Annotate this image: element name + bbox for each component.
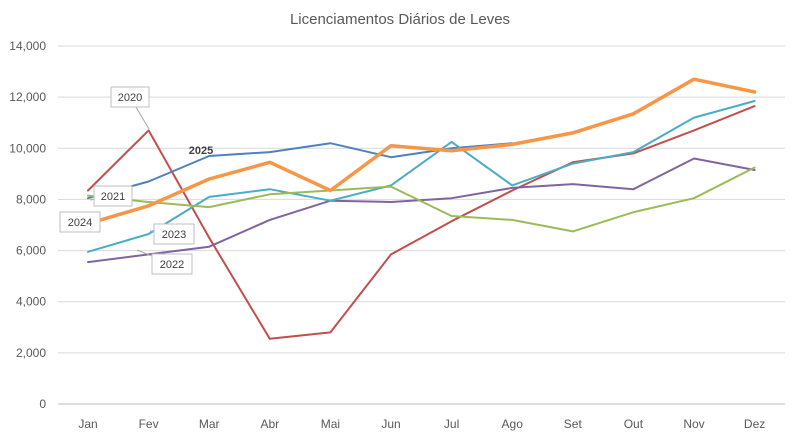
callout-label: 2021 bbox=[101, 191, 125, 203]
x-tick-label: Abr bbox=[260, 417, 279, 431]
callout-label: 2024 bbox=[68, 217, 92, 229]
series-line-2024 bbox=[87, 166, 756, 233]
x-tick-label: Fev bbox=[139, 417, 159, 431]
callout-2022: 2022 bbox=[136, 249, 193, 275]
x-tick-label: Out bbox=[624, 417, 644, 431]
callout-label: 2023 bbox=[162, 229, 186, 241]
x-tick-label: Mai bbox=[321, 417, 340, 431]
series-line-2020 bbox=[87, 105, 756, 340]
chart-title: Licenciamentos Diários de Leves bbox=[290, 11, 510, 28]
series-line-2025 bbox=[86, 77, 757, 226]
callout-box bbox=[93, 185, 133, 207]
callout-box bbox=[59, 211, 101, 233]
x-tick-label: Jan bbox=[78, 417, 97, 431]
x-axis-tick-labels: Jan Fev Mar Abr Mai Jun Jul Ago Set Out Nov Dez bbox=[78, 417, 765, 431]
callout-box bbox=[153, 223, 195, 245]
x-tick-label: Set bbox=[564, 417, 583, 431]
y-tick-label: 10,000 bbox=[9, 141, 46, 155]
x-tick-label: Mar bbox=[199, 417, 220, 431]
x-tick-label: Nov bbox=[683, 417, 704, 431]
y-tick-label: 4,000 bbox=[16, 295, 46, 309]
callout-box bbox=[151, 253, 193, 275]
callout-2024: 2024 bbox=[59, 211, 101, 233]
series-callouts: 2020 2021 2022 2023 2024 2025 bbox=[59, 86, 213, 275]
y-tick-label: 12,000 bbox=[9, 90, 46, 104]
x-tick-label: Ago bbox=[502, 417, 524, 431]
callout-2025: 2025 bbox=[189, 145, 213, 157]
callout-label: 2022 bbox=[160, 259, 184, 271]
series-line-2022 bbox=[87, 157, 756, 264]
y-tick-label: 6,000 bbox=[16, 244, 46, 258]
y-tick-label: 14,000 bbox=[9, 39, 46, 53]
y-tick-label: 2,000 bbox=[16, 346, 46, 360]
callout-box bbox=[110, 86, 150, 108]
x-tick-label: Jul bbox=[444, 417, 459, 431]
callout-label: 2025 bbox=[189, 145, 213, 157]
callout-2020: 2020 bbox=[110, 86, 150, 130]
x-tick-label: Dez bbox=[744, 417, 765, 431]
series-lines bbox=[86, 77, 757, 340]
callout-2021: 2021 bbox=[89, 185, 133, 207]
callout-2023: 2023 bbox=[149, 223, 195, 245]
x-tick-label: Jun bbox=[381, 417, 400, 431]
y-tick-label: 8,000 bbox=[16, 192, 46, 206]
y-axis-tick-labels: 0 2,000 4,000 6,000 8,000 10,000 12,000 14,000 bbox=[9, 39, 46, 411]
y-tick-label: 0 bbox=[39, 397, 46, 411]
callout-label: 2020 bbox=[118, 92, 142, 104]
series-line-2023 bbox=[87, 100, 756, 253]
